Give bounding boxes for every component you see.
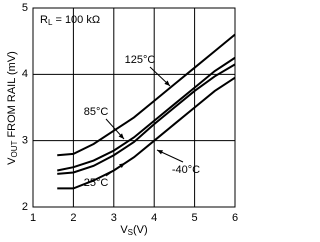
y-label-rest: FROM RAIL (mV) — [6, 51, 18, 140]
y-tick-label: 4 — [22, 68, 28, 80]
arrow-head — [119, 163, 125, 169]
x-tick-label: 4 — [151, 212, 157, 224]
series-line — [57, 63, 236, 175]
annotation-rl: RL = 100 kΩ — [40, 14, 100, 27]
y-label-sub: OUT — [10, 140, 19, 157]
arrow-head — [118, 133, 124, 139]
x-label-sub: S — [128, 228, 133, 237]
x-axis-label: VS(V) — [120, 224, 147, 237]
y-tick-label: 2 — [22, 201, 28, 213]
y-label-main: V — [6, 157, 18, 165]
plot-frame — [32, 7, 236, 208]
x-tick-label: 2 — [70, 212, 76, 224]
x-tick-label: 3 — [111, 212, 117, 224]
annotation-sub: L — [48, 18, 53, 27]
x-tick-label: 5 — [192, 212, 198, 224]
series-label: 125°C — [125, 54, 156, 66]
arrow-head — [157, 150, 163, 155]
series-line — [57, 33, 236, 157]
y-axis-label: VOUT FROM RAIL (mV) — [6, 51, 19, 165]
x-label-main: V — [120, 224, 128, 236]
series-label: 85°C — [84, 106, 109, 118]
series-line — [57, 76, 236, 190]
annotation-main: R — [40, 14, 48, 26]
y-tick-label: 3 — [22, 135, 28, 147]
series-label: 25°C — [84, 177, 109, 189]
x-label-rest: (V) — [133, 224, 148, 236]
series-line — [57, 56, 236, 172]
series-label: -40°C — [172, 164, 200, 176]
annotation-rest: = 100 kΩ — [52, 14, 100, 26]
y-tick-label: 5 — [22, 2, 28, 14]
x-tick-label: 6 — [232, 212, 238, 224]
x-tick-label: 1 — [30, 212, 36, 224]
arrow-head — [164, 80, 170, 86]
